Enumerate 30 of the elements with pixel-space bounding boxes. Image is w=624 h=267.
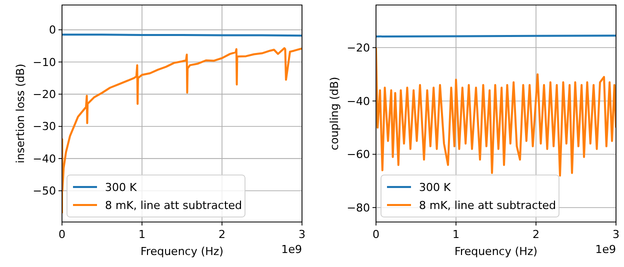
- x-axis-title: Frequency (Hz): [140, 245, 224, 258]
- y-tick-label: −10: [32, 56, 56, 69]
- y-axis-title: coupling (dB): [328, 76, 341, 150]
- y-tick-label: −20: [32, 88, 56, 102]
- x-tick-label: 2: [532, 228, 540, 241]
- line-series: [62, 47, 302, 214]
- legend-label: 8 mK, line att subtracted: [419, 198, 556, 212]
- text: 1e9: [281, 243, 302, 256]
- y-axis-title: insertion loss (dB): [14, 64, 27, 164]
- x-tick-label: 1: [138, 228, 146, 241]
- x-axis-title: Frequency (Hz): [454, 245, 538, 258]
- x-tick-label: 0: [58, 228, 66, 241]
- x-tick-label: 1: [452, 228, 460, 241]
- legend-label: 300 K: [105, 180, 138, 194]
- legend-label: 300 K: [419, 180, 452, 194]
- y-tick-label: −40: [32, 152, 56, 166]
- x-tick-label: 3: [612, 228, 620, 241]
- y-tick-label: −20: [346, 42, 370, 55]
- y-tick-label: −60: [346, 148, 370, 162]
- x-tick-label: 3: [298, 228, 306, 241]
- y-tick-label: −80: [346, 201, 370, 214]
- y-tick-label: −50: [32, 184, 56, 198]
- legend-label: 8 mK, line att subtracted: [105, 198, 242, 212]
- y-tick-label: 0: [49, 24, 56, 37]
- y-tick-label: −30: [32, 120, 56, 134]
- line-series: [376, 46, 616, 177]
- text: 1e9: [595, 243, 616, 256]
- x-tick-label: 0: [372, 228, 380, 241]
- x-tick-label: 2: [218, 228, 226, 241]
- y-tick-label: −40: [346, 94, 370, 108]
